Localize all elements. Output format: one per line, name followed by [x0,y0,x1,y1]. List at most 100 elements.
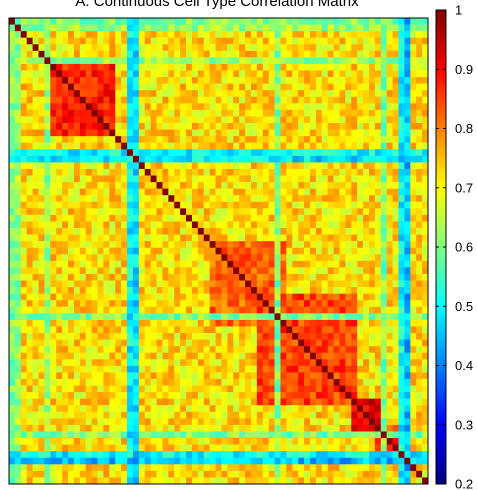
heatmap-cell [374,260,382,268]
heatmap-cell [138,273,146,281]
heatmap-cell [315,254,323,262]
heatmap-cell [309,280,317,288]
heatmap-cell [410,306,417,314]
heatmap-cell [91,50,98,58]
heatmap-cell [250,339,258,347]
heatmap-cell [79,182,87,189]
heatmap-cell [239,123,246,130]
heatmap-cell [250,234,258,242]
heatmap-cell [286,37,293,45]
heatmap-cell [245,372,252,380]
heatmap-cell [250,306,258,314]
heatmap-cell [191,293,199,301]
heatmap-cell [416,385,423,393]
heatmap-cell [392,372,399,380]
heatmap-cell [62,149,69,157]
heatmap-cell [239,241,246,249]
heatmap-cell [327,123,334,130]
heatmap-cell [339,293,346,301]
heatmap-cell [239,234,246,242]
heatmap-cell [227,333,234,340]
heatmap-cell [368,313,376,321]
heatmap-cell [115,254,122,262]
heatmap-cell [73,162,81,170]
heatmap-cell [357,90,364,98]
heatmap-cell [26,175,33,183]
heatmap-cell [127,346,134,354]
heatmap-cell [233,228,240,235]
heatmap-cell [127,477,134,485]
heatmap-cell [245,241,252,249]
heatmap-cell [162,18,169,25]
heatmap-cell [286,378,293,386]
heatmap-cell [333,70,340,78]
heatmap-cell [109,175,116,183]
heatmap-cell [386,352,393,360]
heatmap-cell [14,90,22,98]
heatmap-cell [121,155,128,163]
heatmap-cell [197,123,205,130]
heatmap-cell [79,293,87,301]
heatmap-cell [351,77,358,84]
heatmap-cell [186,96,193,104]
heatmap-cell [227,431,234,439]
heatmap-cell [32,155,39,163]
heatmap-cell [132,57,140,65]
heatmap-cell [410,346,417,354]
heatmap-cell [268,109,275,117]
heatmap-cell [144,221,151,229]
heatmap-cell [62,398,69,406]
heatmap-cell [180,306,187,314]
heatmap-cell [26,195,33,203]
heatmap-cell [191,103,199,111]
heatmap-cell [50,306,57,314]
heatmap-cell [221,44,228,52]
heatmap-cell [186,247,193,255]
heatmap-cell [274,431,281,439]
heatmap-cell [79,280,87,288]
heatmap-cell [109,155,116,163]
heatmap-cell [262,385,270,393]
heatmap-cell [262,260,270,268]
heatmap-cell [38,77,45,84]
heatmap-cell [68,477,75,485]
heatmap-cell [85,50,92,58]
heatmap-cell [138,477,146,485]
heatmap-cell [339,195,346,203]
heatmap-cell [91,254,98,262]
heatmap-cell [221,378,228,386]
heatmap-cell [68,83,75,91]
heatmap-cell [191,260,199,268]
heatmap-cell [50,162,57,170]
heatmap-cell [374,241,382,249]
heatmap-cell [374,319,382,327]
heatmap-cell [156,438,163,445]
heatmap-cell [121,182,128,189]
heatmap-cell [215,83,222,91]
heatmap-cell [274,24,281,32]
heatmap-cell [321,208,329,216]
heatmap-cell [233,155,240,163]
heatmap-cell [20,18,28,25]
heatmap-cell [109,411,116,419]
heatmap-cell [85,83,92,91]
heatmap-cell [109,50,116,58]
heatmap-cell [292,90,299,98]
heatmap-cell [274,260,281,268]
heatmap-cell [162,63,169,71]
heatmap-cell [227,273,234,281]
heatmap-cell [274,188,281,196]
heatmap-cell [180,385,187,393]
heatmap-cell [132,109,140,117]
heatmap-cell [91,214,98,222]
heatmap-cell [386,123,393,130]
heatmap-cell [162,477,169,485]
heatmap-cell [32,182,39,189]
heatmap-cell [97,273,104,281]
heatmap-cell [309,24,317,32]
heatmap-cell [191,31,199,39]
heatmap-cell [392,162,399,170]
heatmap-cell [127,149,134,157]
heatmap-cell [85,247,92,255]
heatmap-cell [20,83,28,91]
